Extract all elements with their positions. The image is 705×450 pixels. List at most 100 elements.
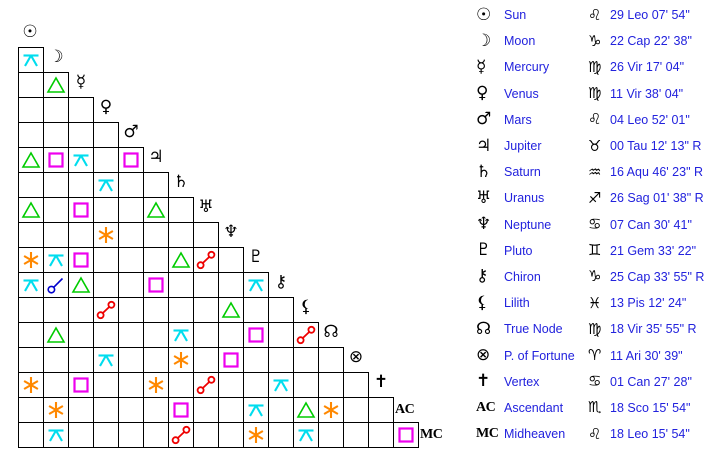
position-row[interactable]: ♇ Pluto ♊ 21 Gem 33' 22": [474, 238, 705, 264]
aspect-cell-empty[interactable]: [43, 297, 69, 323]
aspect-cell-empty[interactable]: [18, 97, 44, 123]
aspect-cell-empty[interactable]: [68, 347, 94, 373]
aspect-cell-empty[interactable]: [43, 197, 69, 223]
aspect-cell-sextile[interactable]: [43, 397, 69, 423]
aspect-cell-empty[interactable]: [143, 247, 169, 273]
aspect-cell-empty[interactable]: [143, 397, 169, 423]
aspect-cell-empty[interactable]: [218, 272, 244, 298]
position-row[interactable]: ♅ Uranus ♐ 26 Sag 01' 38" R: [474, 185, 705, 211]
aspect-cell-empty[interactable]: [43, 97, 69, 123]
aspect-cell-quincunx[interactable]: [93, 172, 119, 198]
aspect-cell-empty[interactable]: [293, 347, 319, 373]
aspect-cell-empty[interactable]: [343, 397, 369, 423]
aspect-cell-square[interactable]: [68, 372, 94, 398]
aspect-cell-quincunx[interactable]: [93, 347, 119, 373]
aspect-cell-empty[interactable]: [293, 372, 319, 398]
aspect-cell-empty[interactable]: [193, 422, 219, 448]
aspect-cell-empty[interactable]: [18, 297, 44, 323]
aspect-cell-sextile[interactable]: [168, 347, 194, 373]
aspect-cell-empty[interactable]: [243, 372, 269, 398]
aspect-cell-empty[interactable]: [193, 322, 219, 348]
aspect-cell-empty[interactable]: [68, 397, 94, 423]
aspect-cell-empty[interactable]: [193, 397, 219, 423]
aspect-cell-square[interactable]: [143, 272, 169, 298]
aspect-cell-empty[interactable]: [68, 122, 94, 148]
aspect-cell-opposition[interactable]: [293, 322, 319, 348]
aspect-cell-empty[interactable]: [218, 247, 244, 273]
aspect-cell-trine[interactable]: [68, 272, 94, 298]
aspect-cell-square[interactable]: [168, 397, 194, 423]
aspect-cell-empty[interactable]: [43, 372, 69, 398]
aspect-cell-empty[interactable]: [168, 222, 194, 248]
aspect-cell-empty[interactable]: [118, 172, 144, 198]
aspect-cell-empty[interactable]: [68, 422, 94, 448]
aspect-cell-empty[interactable]: [18, 347, 44, 373]
aspect-cell-quincunx[interactable]: [268, 372, 294, 398]
aspect-cell-trine[interactable]: [143, 197, 169, 223]
aspect-cell-empty[interactable]: [218, 372, 244, 398]
aspect-cell-empty[interactable]: [68, 297, 94, 323]
position-row[interactable]: ♄ Saturn ♒ 16 Aqu 46' 23" R: [474, 159, 705, 185]
aspect-cell-square[interactable]: [118, 147, 144, 173]
position-row[interactable]: ☿ Mercury ♍ 26 Vir 17' 04": [474, 54, 705, 80]
aspect-cell-trine[interactable]: [218, 297, 244, 323]
aspect-cell-empty[interactable]: [268, 347, 294, 373]
aspect-cell-empty[interactable]: [68, 172, 94, 198]
aspect-cell-empty[interactable]: [18, 397, 44, 423]
position-row[interactable]: ♃ Jupiter ♉ 00 Tau 12' 13" R: [474, 133, 705, 159]
aspect-cell-empty[interactable]: [268, 422, 294, 448]
aspect-cell-empty[interactable]: [93, 372, 119, 398]
aspect-cell-empty[interactable]: [18, 322, 44, 348]
aspect-cell-sextile[interactable]: [18, 372, 44, 398]
aspect-cell-empty[interactable]: [268, 322, 294, 348]
aspect-cell-empty[interactable]: [68, 97, 94, 123]
aspect-cell-square[interactable]: [43, 147, 69, 173]
aspect-cell-empty[interactable]: [93, 122, 119, 148]
aspect-cell-trine[interactable]: [43, 72, 69, 98]
aspect-cell-empty[interactable]: [168, 372, 194, 398]
aspect-cell-empty[interactable]: [318, 422, 344, 448]
position-row[interactable]: ♀ Venus ♍ 11 Vir 38' 04": [474, 81, 705, 107]
aspect-cell-empty[interactable]: [218, 397, 244, 423]
aspect-cell-empty[interactable]: [118, 272, 144, 298]
position-row[interactable]: ⊗ P. of Fortune ♈ 11 Ari 30' 39": [474, 342, 705, 368]
aspect-cell-empty[interactable]: [143, 172, 169, 198]
aspect-cell-empty[interactable]: [368, 397, 394, 423]
aspect-cell-empty[interactable]: [18, 422, 44, 448]
aspect-cell-sextile[interactable]: [243, 422, 269, 448]
aspect-cell-empty[interactable]: [118, 372, 144, 398]
aspect-cell-square[interactable]: [68, 247, 94, 273]
aspect-cell-square[interactable]: [218, 347, 244, 373]
position-row[interactable]: ☊ True Node ♍ 18 Vir 35' 55" R: [474, 316, 705, 342]
aspect-cell-square[interactable]: [393, 422, 419, 448]
aspect-cell-quincunx[interactable]: [168, 322, 194, 348]
position-row[interactable]: ☉ Sun ♌ 29 Leo 07' 54": [474, 2, 705, 28]
aspect-cell-empty[interactable]: [193, 272, 219, 298]
aspect-cell-empty[interactable]: [143, 347, 169, 373]
aspect-cell-empty[interactable]: [93, 422, 119, 448]
aspect-cell-empty[interactable]: [168, 197, 194, 223]
aspect-cell-empty[interactable]: [118, 397, 144, 423]
aspect-cell-empty[interactable]: [193, 222, 219, 248]
position-row[interactable]: ✝ Vertex ♋ 01 Can 27' 28": [474, 369, 705, 395]
aspect-cell-empty[interactable]: [368, 422, 394, 448]
aspect-cell-empty[interactable]: [93, 147, 119, 173]
aspect-cell-opposition[interactable]: [93, 297, 119, 323]
aspect-cell-sextile[interactable]: [18, 247, 44, 273]
aspect-cell-empty[interactable]: [218, 322, 244, 348]
aspect-cell-empty[interactable]: [243, 347, 269, 373]
aspect-cell-empty[interactable]: [218, 422, 244, 448]
aspect-cell-empty[interactable]: [268, 397, 294, 423]
aspect-cell-empty[interactable]: [318, 347, 344, 373]
aspect-cell-trine[interactable]: [168, 247, 194, 273]
aspect-cell-square[interactable]: [243, 322, 269, 348]
aspect-cell-opposition[interactable]: [168, 422, 194, 448]
aspect-cell-empty[interactable]: [143, 422, 169, 448]
aspect-cell-empty[interactable]: [193, 347, 219, 373]
aspect-cell-empty[interactable]: [268, 297, 294, 323]
aspect-cell-empty[interactable]: [143, 297, 169, 323]
aspect-cell-empty[interactable]: [118, 347, 144, 373]
aspect-cell-empty[interactable]: [168, 272, 194, 298]
aspect-cell-empty[interactable]: [93, 322, 119, 348]
aspect-cell-empty[interactable]: [68, 322, 94, 348]
